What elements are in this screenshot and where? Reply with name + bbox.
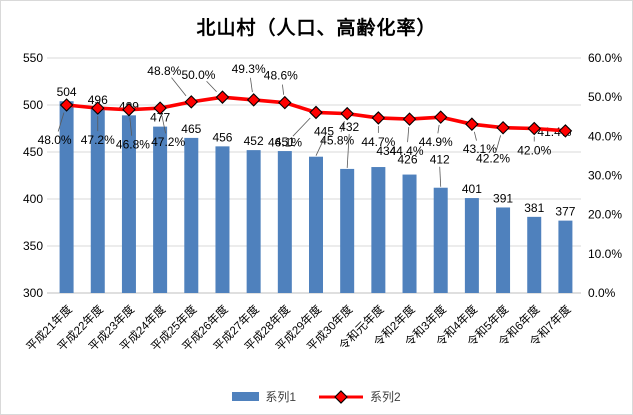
svg-text:48.8%: 48.8% <box>147 64 181 78</box>
line-marker-swatch-icon <box>319 389 363 404</box>
svg-text:44.7%: 44.7% <box>361 135 395 149</box>
svg-text:50.0%: 50.0% <box>181 68 215 82</box>
svg-text:45.8%: 45.8% <box>320 134 354 148</box>
svg-text:44.9%: 44.9% <box>419 135 453 149</box>
svg-text:450: 450 <box>23 145 43 159</box>
svg-text:48.0%: 48.0% <box>38 133 72 147</box>
svg-text:381: 381 <box>524 201 544 215</box>
leader-lines <box>57 77 535 187</box>
svg-text:445: 445 <box>314 125 334 139</box>
svg-text:456: 456 <box>212 130 232 144</box>
svg-text:452: 452 <box>244 134 264 148</box>
svg-text:412: 412 <box>430 153 450 167</box>
svg-text:49.3%: 49.3% <box>232 62 266 76</box>
svg-text:10.0%: 10.0% <box>588 247 622 261</box>
y-axis-left-labels: 550 500 450 400 350 300 <box>23 51 43 300</box>
svg-text:60.0%: 60.0% <box>588 51 622 65</box>
svg-text:46.8%: 46.8% <box>116 138 150 152</box>
svg-text:426: 426 <box>398 153 418 167</box>
x-axis-labels: 平成21年度平成22年度平成23年度平成24年度平成25年度平成26年度平成27… <box>23 302 574 354</box>
svg-text:42.0%: 42.0% <box>517 144 551 158</box>
svg-text:500: 500 <box>23 98 43 112</box>
svg-text:300: 300 <box>23 286 43 300</box>
svg-text:47.2%: 47.2% <box>81 133 115 147</box>
svg-text:477: 477 <box>150 111 170 125</box>
svg-text:30.0%: 30.0% <box>588 169 622 183</box>
svg-text:451: 451 <box>275 135 295 149</box>
bar-value-labels: 5044964894774654564524514454324344264124… <box>57 85 576 218</box>
legend-item-series1: 系列1 <box>232 388 296 405</box>
chart-legend: 系列1 系列2 <box>1 388 632 405</box>
bar-swatch-icon <box>232 392 260 401</box>
svg-text:377: 377 <box>555 205 575 219</box>
svg-text:47.2%: 47.2% <box>151 135 185 149</box>
svg-text:46.1%: 46.1% <box>268 135 302 149</box>
percent-labels: 48.0% 47.2% 46.8% 47.2% 48.8% 50.0% 49.3%48.6%… <box>38 62 572 166</box>
svg-text:350: 350 <box>23 239 43 253</box>
svg-text:40.0%: 40.0% <box>588 129 622 143</box>
svg-text:400: 400 <box>23 192 43 206</box>
y-axis-right-labels: 60.0% 50.0% 40.0% 30.0% 20.0% 10.0% 0.0% <box>588 51 622 300</box>
svg-text:432: 432 <box>339 120 359 134</box>
svg-text:50.0%: 50.0% <box>588 90 622 104</box>
svg-text:465: 465 <box>181 122 201 136</box>
svg-text:0.0%: 0.0% <box>588 286 616 300</box>
svg-text:20.0%: 20.0% <box>588 208 622 222</box>
svg-text:43.1%: 43.1% <box>463 142 497 156</box>
svg-text:42.2%: 42.2% <box>476 152 510 166</box>
svg-text:496: 496 <box>88 93 108 107</box>
legend-series1-label: 系列1 <box>265 390 296 404</box>
svg-text:48.6%: 48.6% <box>264 69 298 83</box>
legend-item-series2: 系列2 <box>318 388 401 405</box>
series-markers <box>59 90 573 138</box>
chart-title: 北山村（人口、高齢化率） <box>196 18 437 39</box>
svg-text:434: 434 <box>376 144 396 158</box>
svg-text:401: 401 <box>462 182 482 196</box>
svg-text:44.4%: 44.4% <box>390 144 424 158</box>
svg-text:550: 550 <box>23 51 43 65</box>
svg-text:504: 504 <box>57 85 77 99</box>
svg-text:391: 391 <box>493 191 513 205</box>
legend-series2-label: 系列2 <box>370 390 401 404</box>
bars <box>59 101 573 294</box>
